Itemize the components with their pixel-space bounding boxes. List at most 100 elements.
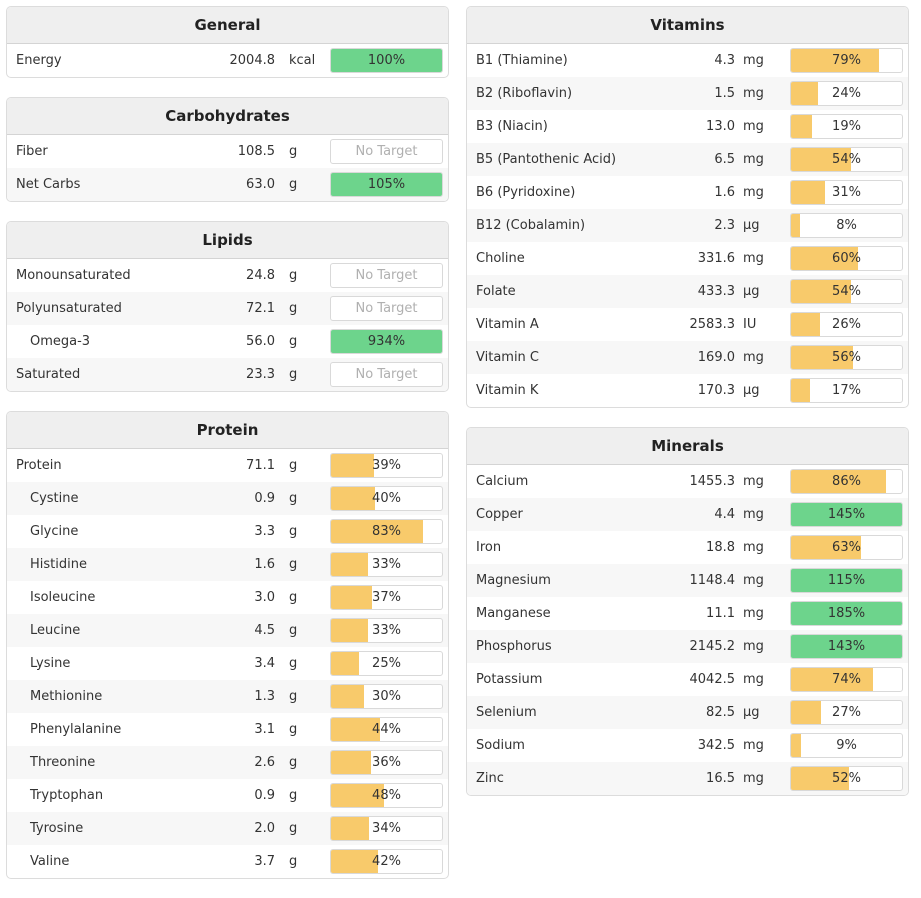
- nutrient-amount: 4.4: [714, 507, 735, 522]
- nutrient-row-vitamin-a[interactable]: Vitamin A 2583.3 IU 26%: [467, 308, 908, 341]
- nutrient-row-threonine[interactable]: Threonine 2.6 g 36%: [7, 746, 448, 779]
- percent-label: 27%: [832, 705, 861, 720]
- target-progress-bar: 934%: [330, 329, 443, 354]
- nutrient-row-tyrosine[interactable]: Tyrosine 2.0 g 34%: [7, 812, 448, 845]
- progress-fill: [791, 536, 861, 559]
- nutrient-unit: g: [289, 590, 298, 605]
- nutrient-unit: kcal: [289, 53, 316, 68]
- nutrient-row-histidine[interactable]: Histidine 1.6 g 33%: [7, 548, 448, 581]
- nutrient-name: B2 (Riboflavin): [476, 86, 573, 101]
- nutrient-row-isoleucine[interactable]: Isoleucine 3.0 g 37%: [7, 581, 448, 614]
- nutrient-name: Choline: [476, 251, 525, 266]
- progress-fill: [331, 652, 359, 675]
- nutrient-row-monounsaturated[interactable]: Monounsaturated 24.8 g No Target: [7, 259, 448, 292]
- target-progress-bar: 100%: [330, 48, 443, 73]
- panel-general: General Energy 2004.8 kcal 100%: [6, 6, 449, 78]
- nutrient-row-vitamin-k[interactable]: Vitamin K 170.3 µg 17%: [467, 374, 908, 407]
- nutrient-row-potassium[interactable]: Potassium 4042.5 mg 74%: [467, 663, 908, 696]
- target-progress-bar: 56%: [790, 345, 903, 370]
- progress-fill: [791, 701, 821, 724]
- percent-label: 19%: [832, 119, 861, 134]
- nutrient-amount: 2145.2: [689, 639, 736, 654]
- target-progress-bar: 42%: [330, 849, 443, 874]
- nutrient-amount: 331.6: [697, 251, 735, 266]
- nutrient-amount: 1.3: [254, 689, 275, 704]
- percent-label: 26%: [832, 317, 861, 332]
- progress-fill: [791, 569, 902, 592]
- progress-fill: [331, 751, 371, 774]
- progress-fill: [331, 718, 380, 741]
- nutrient-name: Manganese: [476, 606, 551, 621]
- progress-fill: [791, 280, 851, 303]
- nutrient-row-protein[interactable]: Protein 71.1 g 39%: [7, 449, 448, 482]
- nutrient-amount: 342.5: [697, 738, 735, 753]
- nutrient-row-saturated[interactable]: Saturated 23.3 g No Target: [7, 358, 448, 391]
- progress-fill: [331, 454, 375, 477]
- nutrient-row-methionine[interactable]: Methionine 1.3 g 30%: [7, 680, 448, 713]
- progress-fill: [791, 49, 879, 72]
- nutrient-amount: 71.1: [246, 458, 275, 473]
- nutrient-row-choline[interactable]: Choline 331.6 mg 60%: [467, 242, 908, 275]
- nutrient-row-selenium[interactable]: Selenium 82.5 µg 27%: [467, 696, 908, 729]
- nutrient-row-valine[interactable]: Valine 3.7 g 42%: [7, 845, 448, 878]
- target-progress-bar: 115%: [790, 568, 903, 593]
- panel-protein: Protein Protein 71.1 g 39% Cystine 0.9 g 40% Glyc…: [6, 411, 449, 879]
- percent-label: 54%: [832, 152, 861, 167]
- nutrient-row-glycine[interactable]: Glycine 3.3 g 83%: [7, 515, 448, 548]
- nutrient-row-b6-pyridoxine[interactable]: B6 (Pyridoxine) 1.6 mg 31%: [467, 176, 908, 209]
- nutrient-unit: g: [289, 854, 298, 869]
- nutrient-row-magnesium[interactable]: Magnesium 1148.4 mg 115%: [467, 564, 908, 597]
- nutrient-row-phosphorus[interactable]: Phosphorus 2145.2 mg 143%: [467, 630, 908, 663]
- nutrient-amount: 1.6: [254, 557, 275, 572]
- percent-label: 42%: [372, 854, 401, 869]
- nutrient-row-tryptophan[interactable]: Tryptophan 0.9 g 48%: [7, 779, 448, 812]
- nutrient-amount: 16.5: [706, 771, 735, 786]
- nutrient-row-polyunsaturated[interactable]: Polyunsaturated 72.1 g No Target: [7, 292, 448, 325]
- progress-fill: [791, 313, 820, 336]
- percent-label: 143%: [827, 639, 866, 654]
- nutrient-amount: 3.3: [254, 524, 275, 539]
- nutrient-row-b1-thiamine[interactable]: B1 (Thiamine) 4.3 mg 79%: [467, 44, 908, 77]
- nutrient-row-calcium[interactable]: Calcium 1455.3 mg 86%: [467, 465, 908, 498]
- nutrient-amount: 82.5: [706, 705, 735, 720]
- panel-minerals: Minerals Calcium 1455.3 mg 86% Copper 4.4 mg 145…: [466, 427, 909, 796]
- nutrient-unit: µg: [743, 383, 760, 398]
- nutrient-row-lysine[interactable]: Lysine 3.4 g 25%: [7, 647, 448, 680]
- progress-fill: [791, 148, 851, 171]
- nutrient-name: Saturated: [16, 367, 81, 382]
- nutrient-row-omega-3[interactable]: Omega-3 56.0 g 934%: [7, 325, 448, 358]
- nutrient-row-b2-riboflavin[interactable]: B2 (Riboflavin) 1.5 mg 24%: [467, 77, 908, 110]
- nutrient-row-cystine[interactable]: Cystine 0.9 g 40%: [7, 482, 448, 515]
- progress-fill: [791, 214, 800, 237]
- nutrient-unit: g: [289, 689, 298, 704]
- progress-fill: [791, 181, 826, 204]
- target-progress-bar: 9%: [790, 733, 903, 758]
- nutrient-name: Valine: [30, 854, 70, 869]
- percent-label: 56%: [832, 350, 861, 365]
- nutrient-unit: mg: [743, 185, 764, 200]
- nutrient-row-energy[interactable]: Energy 2004.8 kcal 100%: [7, 44, 448, 77]
- no-target-label: No Target: [355, 268, 418, 283]
- progress-fill: [791, 668, 874, 691]
- nutrient-row-b5-pantothenic-acid[interactable]: B5 (Pantothenic Acid) 6.5 mg 54%: [467, 143, 908, 176]
- nutrient-name: Phenylalanine: [30, 722, 122, 737]
- nutrient-row-fiber[interactable]: Fiber 108.5 g No Target: [7, 135, 448, 168]
- target-progress-bar: 54%: [790, 147, 903, 172]
- nutrient-row-leucine[interactable]: Leucine 4.5 g 33%: [7, 614, 448, 647]
- nutrient-row-iron[interactable]: Iron 18.8 mg 63%: [467, 531, 908, 564]
- percent-label: 25%: [372, 656, 401, 671]
- nutrient-row-b3-niacin[interactable]: B3 (Niacin) 13.0 mg 19%: [467, 110, 908, 143]
- target-progress-bar: 145%: [790, 502, 903, 527]
- nutrient-row-zinc[interactable]: Zinc 16.5 mg 52%: [467, 762, 908, 795]
- nutrient-row-net-carbs[interactable]: Net Carbs 63.0 g 105%: [7, 168, 448, 201]
- nutrient-row-sodium[interactable]: Sodium 342.5 mg 9%: [467, 729, 908, 762]
- nutrient-row-manganese[interactable]: Manganese 11.1 mg 185%: [467, 597, 908, 630]
- nutrient-row-copper[interactable]: Copper 4.4 mg 145%: [467, 498, 908, 531]
- nutrient-row-b12-cobalamin[interactable]: B12 (Cobalamin) 2.3 µg 8%: [467, 209, 908, 242]
- nutrient-row-vitamin-c[interactable]: Vitamin C 169.0 mg 56%: [467, 341, 908, 374]
- nutrient-row-folate[interactable]: Folate 433.3 µg 54%: [467, 275, 908, 308]
- nutrient-amount: 23.3: [246, 367, 275, 382]
- target-progress-bar: 19%: [790, 114, 903, 139]
- nutrient-unit: g: [289, 722, 298, 737]
- nutrient-row-phenylalanine[interactable]: Phenylalanine 3.1 g 44%: [7, 713, 448, 746]
